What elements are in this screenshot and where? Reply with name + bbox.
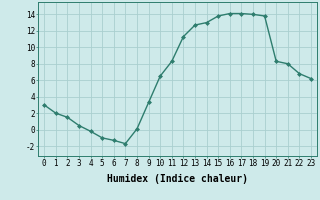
X-axis label: Humidex (Indice chaleur): Humidex (Indice chaleur) — [107, 174, 248, 184]
